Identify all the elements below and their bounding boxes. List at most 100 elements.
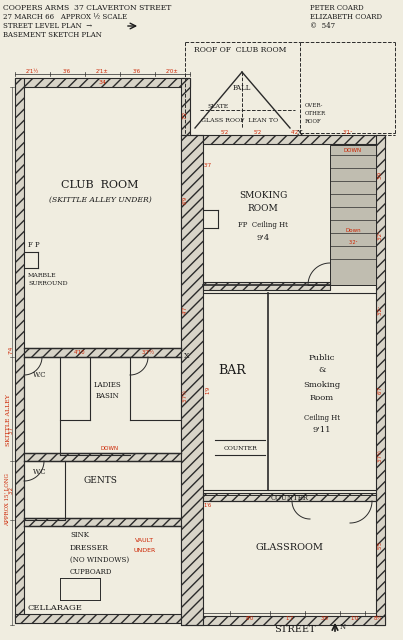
Text: 7'2: 7'2 [183, 111, 187, 119]
Text: GLASSROOM: GLASSROOM [256, 543, 324, 552]
Text: APPROX 15' LONG: APPROX 15' LONG [6, 474, 10, 527]
Text: MARBLE: MARBLE [28, 273, 57, 278]
Text: Public: Public [309, 354, 335, 362]
Text: 6'7: 6'7 [378, 386, 382, 394]
Text: 7'4: 7'4 [8, 346, 13, 354]
Text: 5'2: 5'2 [254, 129, 262, 134]
Bar [203, 282, 330, 290]
Text: 2'1±: 2'1± [96, 68, 108, 74]
Bar [330, 145, 376, 285]
Text: 1'9: 1'9 [206, 386, 210, 394]
Text: 3'1¹: 3'1¹ [343, 129, 353, 134]
Text: SURROUND: SURROUND [28, 280, 68, 285]
Text: 6'9: 6'9 [183, 196, 187, 204]
Text: BASEMENT SKETCH PLAN: BASEMENT SKETCH PLAN [3, 31, 102, 39]
Text: ELIZABETH COARD: ELIZABETH COARD [310, 13, 382, 21]
Text: FALL: FALL [233, 84, 251, 92]
Text: ©  547: © 547 [310, 22, 335, 30]
Text: F P: F P [28, 241, 39, 249]
Text: 5'5: 5'5 [378, 541, 382, 549]
Text: VAULT: VAULT [135, 538, 155, 543]
Text: 3'9: 3'9 [378, 171, 382, 179]
Text: 2'0±: 2'0± [166, 68, 179, 74]
Text: CELLARAGE: CELLARAGE [27, 604, 83, 612]
Text: 3'2¹: 3'2¹ [378, 305, 382, 315]
Text: SLATE: SLATE [207, 104, 228, 109]
Text: 3'6: 3'6 [133, 68, 141, 74]
Text: SKITTLE ALLEY: SKITTLE ALLEY [6, 394, 10, 446]
Text: DOWN: DOWN [344, 147, 362, 152]
Bar [181, 78, 190, 623]
Text: Ceiling Ht: Ceiling Ht [304, 414, 340, 422]
Text: 3'2¹: 3'2¹ [348, 239, 358, 244]
Bar [203, 135, 385, 144]
Text: Down: Down [345, 227, 361, 232]
Bar [24, 518, 181, 526]
Text: 3'6: 3'6 [63, 68, 71, 74]
Text: 3'7½: 3'7½ [183, 388, 187, 401]
Text: CUPBOARD: CUPBOARD [70, 568, 112, 576]
Text: ROOF OF  CLUB ROOM: ROOF OF CLUB ROOM [194, 46, 286, 54]
Text: (SKITTLE ALLEY UNDER): (SKITTLE ALLEY UNDER) [49, 196, 152, 204]
Text: W.C: W.C [33, 468, 47, 476]
Text: 9'11: 9'11 [313, 426, 331, 434]
Text: (NO WINDOWS): (NO WINDOWS) [70, 556, 129, 564]
Text: Room: Room [310, 394, 334, 402]
Text: 5'2: 5'2 [221, 129, 229, 134]
Text: GLASS ROOF  LEAN TO: GLASS ROOF LEAN TO [202, 118, 278, 122]
Text: STREET LEVEL PLAN  →: STREET LEVEL PLAN → [3, 22, 92, 30]
Text: LADIES: LADIES [94, 381, 122, 389]
Text: BASIN: BASIN [96, 392, 120, 400]
Text: OVER-: OVER- [305, 102, 323, 108]
Text: STREET: STREET [274, 625, 316, 634]
Text: COOPERS ARMS  37 CLAVERTON STREET: COOPERS ARMS 37 CLAVERTON STREET [3, 4, 171, 12]
Text: 27 MARCH 66   APPROX ½ SCALE: 27 MARCH 66 APPROX ½ SCALE [3, 13, 127, 21]
Text: COUNTER: COUNTER [223, 445, 257, 451]
Text: N: N [340, 623, 346, 631]
Text: 3'7½: 3'7½ [378, 449, 382, 461]
Bar [15, 78, 24, 623]
Text: ROOF: ROOF [305, 118, 322, 124]
Text: 8'0: 8'0 [246, 616, 254, 621]
Text: SINK: SINK [70, 531, 89, 539]
Text: PETER COARD: PETER COARD [310, 4, 364, 12]
Text: UNDER: UNDER [134, 547, 156, 552]
Text: ROOM: ROOM [247, 204, 278, 212]
Bar [15, 78, 190, 87]
Text: COUNTER: COUNTER [271, 494, 309, 502]
Text: 34: 34 [99, 79, 107, 84]
Text: CLUB  ROOM: CLUB ROOM [61, 180, 139, 190]
Text: X: X [184, 352, 190, 360]
Text: 4'10: 4'10 [74, 349, 86, 355]
Text: 1'0: 1'0 [351, 616, 359, 621]
Text: FP  Ceiling Ht: FP Ceiling Ht [238, 221, 288, 229]
Text: 2'1½: 2'1½ [25, 68, 39, 74]
Text: 3'7: 3'7 [204, 163, 212, 168]
Bar [203, 616, 385, 625]
Bar [24, 453, 181, 461]
Text: GENTS: GENTS [83, 476, 117, 484]
Text: 8½: 8½ [374, 616, 382, 621]
Text: Smoking: Smoking [303, 381, 341, 389]
Bar [24, 348, 181, 357]
Text: &: & [318, 366, 326, 374]
Bar [15, 614, 190, 623]
Text: SMOKING: SMOKING [239, 191, 287, 200]
Text: DRESSER: DRESSER [70, 544, 109, 552]
Text: 4'7: 4'7 [183, 306, 187, 314]
Text: 1'7: 1'7 [286, 616, 294, 621]
Bar [376, 135, 385, 625]
Text: 3'0: 3'0 [321, 616, 329, 621]
Text: W.C: W.C [33, 371, 47, 379]
Text: 3'7: 3'7 [8, 426, 13, 434]
Text: 4'2: 4'2 [291, 129, 299, 134]
Text: 3'2: 3'2 [8, 486, 13, 494]
Text: X: X [297, 129, 303, 137]
Text: BAR: BAR [218, 364, 246, 376]
Bar [181, 135, 203, 625]
Text: 3'7½: 3'7½ [141, 349, 155, 355]
Text: DOWN: DOWN [101, 445, 119, 451]
Text: 1'6: 1'6 [204, 502, 212, 508]
Text: 9'4: 9'4 [256, 234, 270, 242]
Bar [203, 493, 376, 501]
